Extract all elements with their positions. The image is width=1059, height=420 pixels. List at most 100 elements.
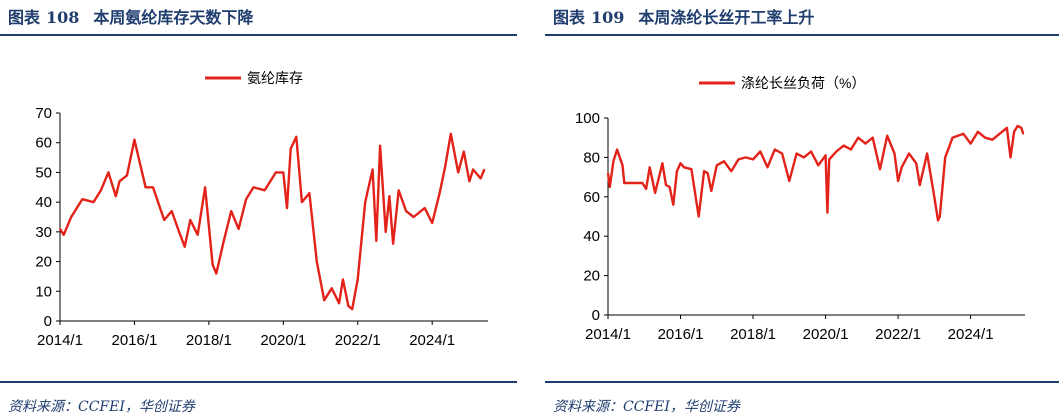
x-tick-label: 2022/1 [335,332,381,349]
y-tick-label: 30 [35,224,52,241]
data-point [984,136,986,139]
data-point [252,186,255,189]
y-tick-label: 80 [583,149,600,166]
data-point [703,170,705,172]
data-point [616,148,618,151]
data-point [668,186,671,188]
data-point [944,156,946,159]
data-point [301,201,303,203]
data-point [879,168,881,170]
data-point [468,180,471,183]
figure-108-panel: 图表 108 本周氨纶库存天数下降 氨纶库存 0 10 20 30 40 50 60 70 2014/… [0,0,517,420]
data-point [759,150,762,153]
data-point [178,231,180,233]
y-tick-label: 0 [44,313,52,330]
y-tick-label: 70 [35,105,52,122]
data-point [672,203,675,206]
data-point [423,207,426,209]
data-point [405,210,407,212]
data-point [316,260,318,263]
data-point [388,195,391,197]
series-line [606,124,1025,222]
legend-label: 涤纶长丝负荷（%） [741,75,865,91]
y-tick-label: 0 [592,307,600,324]
data-point [375,240,378,242]
figure-108-bottom-rule [0,381,517,383]
y-tick-label: 60 [583,189,600,206]
data-point [645,188,647,190]
data-point [933,196,936,198]
data-point [795,152,798,155]
data-point [774,148,776,151]
y-tick-label: 10 [35,283,52,300]
x-tick-label: 2020/1 [803,326,849,343]
x-tick-label: 2024/1 [948,326,994,343]
x-tick-label: 2024/1 [409,332,455,349]
data-point [59,228,61,230]
data-point [384,231,387,233]
data-point [737,158,740,161]
data-point [926,152,928,155]
x-tick-label: 2016/1 [658,326,704,343]
data-point [115,195,117,197]
figure-108-top-rule [0,34,517,36]
figure-109-title: 图表 109 本周涤纶长丝开工率上升 [553,4,814,28]
data-point [438,192,441,194]
data-point [621,164,624,167]
legend-label: 氨纶库存 [247,70,303,86]
y-tick-label: 40 [583,228,600,245]
data-point [803,156,805,159]
y-tick-label: 40 [35,194,52,211]
data-point [665,184,667,186]
figure-109-panel: 图表 109 本周涤纶长丝开工率上升 涤纶长丝负荷（%） 0 20 40 60 80 100 20… [545,0,1059,420]
data-point [356,278,359,281]
figure-109-prefix: 图表 [553,8,586,27]
data-point [107,171,110,174]
data-point [483,168,486,171]
data-point [347,305,350,307]
figure-108-title-text: 本周氨纶库存天数下降 [93,8,254,27]
data-point [641,182,644,184]
data-point [163,219,165,221]
data-point [706,172,709,174]
data-point [245,198,247,200]
data-point [133,138,136,141]
data-point [196,234,199,236]
data-point [392,242,394,245]
data-point [857,136,859,139]
data-point [864,142,867,145]
figure-108-chart: 氨纶库存 0 10 20 30 40 50 60 70 2014/1 2016/1 2018/1 202… [35,70,488,349]
data-point [886,134,888,137]
data-point [991,138,994,141]
y-tick-label: 50 [35,164,52,181]
data-point [716,164,718,167]
data-point [962,133,965,135]
data-point [62,234,65,236]
data-point [295,136,298,138]
data-point [351,308,354,310]
data-point [431,222,434,224]
data-point [237,228,240,230]
data-point [636,182,638,184]
data-point [282,171,285,174]
data-point [338,302,340,305]
data-point [1020,127,1023,129]
data-point [690,168,693,170]
data-point [900,166,903,169]
data-point [745,156,747,159]
data-point [730,170,733,172]
data-point [472,168,474,171]
figure-109-bottom-rule [545,381,1059,383]
data-point [969,142,972,145]
data-point [215,272,218,275]
data-point [463,150,465,153]
data-point [788,180,791,182]
data-point [1006,127,1008,129]
data-point [286,207,288,209]
data-point [661,162,664,165]
data-point [1009,156,1012,159]
data-point [100,189,102,192]
data-point [450,133,452,135]
data-point [612,160,615,163]
data-point [330,287,333,290]
